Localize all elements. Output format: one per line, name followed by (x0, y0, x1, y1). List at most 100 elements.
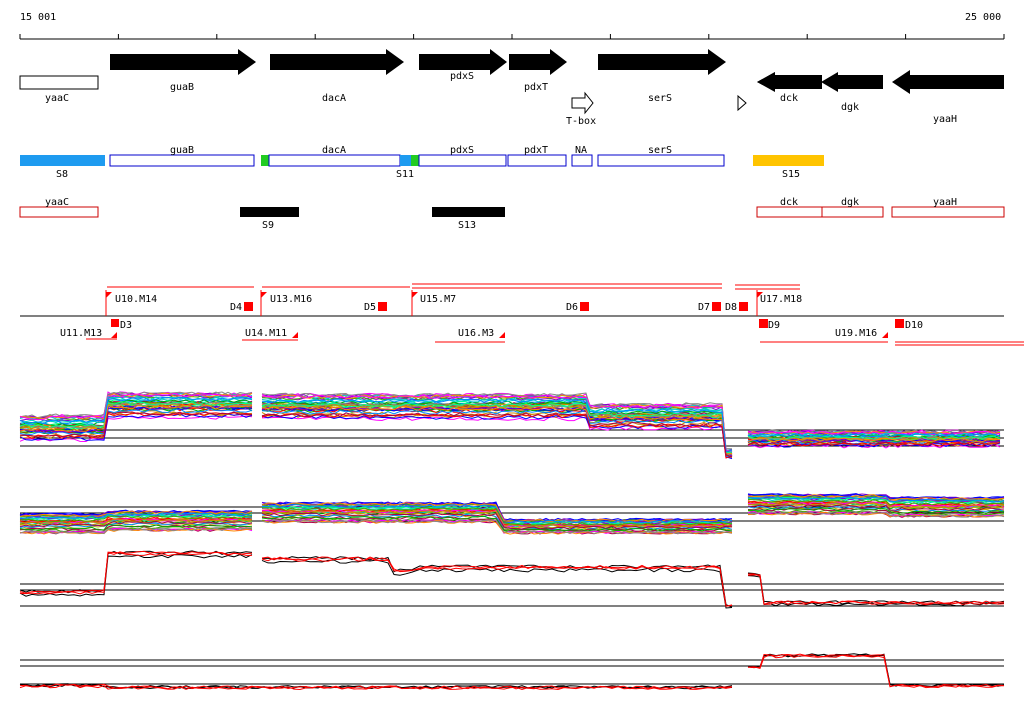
gene-pdxS[interactable] (419, 49, 507, 75)
marker-label-D8: D8 (725, 302, 737, 313)
expression-line (19, 411, 1001, 458)
transcript-label-guaB: guaB (170, 145, 194, 156)
marker-label-U13: U13.M16 (270, 294, 312, 305)
gene-dck-body[interactable] (757, 72, 822, 92)
marker-D6[interactable] (580, 302, 589, 311)
marker-flag-U16[interactable] (499, 332, 505, 338)
expression-track-3 (19, 550, 1005, 609)
tbox-icon[interactable] (571, 91, 594, 115)
transcript-track: S8 guaB dacA S11 pdxS pdxT NA serS S15 (20, 145, 824, 180)
transcript-serS[interactable] (597, 154, 725, 167)
gene-serS[interactable] (598, 49, 726, 75)
marker-label-D7: D7 (698, 302, 710, 313)
expression-line (19, 653, 1005, 690)
expression-line (19, 404, 1001, 455)
marker-label-U19: U19.M16 (835, 328, 877, 339)
transcript-dacA[interactable] (268, 154, 401, 167)
region-label-S13: S13 (458, 220, 476, 231)
region-S8[interactable] (20, 155, 105, 166)
transcript-pdxT[interactable] (507, 154, 567, 167)
marker-label-U10: U10.M14 (115, 294, 157, 305)
marker-D3[interactable] (111, 319, 119, 327)
expression-line (19, 653, 1005, 689)
marker-label-U14: U14.M11 (245, 328, 287, 339)
gene-label-guaB: guaB (170, 82, 194, 93)
redbox-label-dgk: dgk (841, 197, 859, 208)
marker-label-D5: D5 (364, 302, 376, 313)
marker-D4[interactable] (244, 302, 253, 311)
expression-track-1 (19, 391, 1004, 460)
redbox-dck[interactable] (756, 206, 823, 218)
gene-track: yaaC guaB dacA pdxS pdxT T-box serS dck … (19, 49, 1004, 127)
transcript-NA[interactable] (571, 154, 593, 167)
marker-D5[interactable] (378, 302, 387, 311)
expression-line (19, 550, 1005, 608)
gene-dgk[interactable] (821, 72, 883, 92)
marker-flag-U15[interactable] (412, 292, 418, 298)
gene-label-pdxT: pdxT (524, 82, 548, 93)
marker-label-D6: D6 (566, 302, 578, 313)
marker-D10[interactable] (895, 319, 904, 328)
expression-line (19, 412, 1001, 459)
region-S11[interactable] (400, 155, 411, 166)
gene-pdxT[interactable] (509, 49, 567, 75)
marker-flag-U14[interactable] (292, 332, 298, 338)
redbox-label-yaaC: yaaC (45, 197, 69, 208)
expression-line (19, 396, 1001, 453)
annotation-track: yaaC S9 S13 dck dgk yaaH (19, 197, 1005, 231)
gene-label-dck: dck (780, 93, 798, 104)
marker-flag-U10[interactable] (106, 292, 112, 298)
marker-D8[interactable] (739, 302, 748, 311)
gene-guaB[interactable] (110, 49, 256, 75)
region-S9[interactable] (240, 207, 299, 217)
redbox-yaaC[interactable] (19, 206, 99, 218)
redbox-label-dck: dck (780, 197, 798, 208)
coordinate-axis (19, 34, 1005, 40)
marker-label-U16: U16.M3 (458, 328, 494, 339)
expression-line (19, 654, 1005, 691)
region-label-S8: S8 (56, 169, 68, 180)
expression-track-2 (19, 493, 1005, 535)
terminator-icon (737, 94, 747, 112)
gene-label-serS: serS (648, 93, 672, 104)
marker-D7[interactable] (712, 302, 721, 311)
gene-label-pdxS: pdxS (450, 71, 474, 82)
transcript-label-pdxS: pdxS (450, 145, 474, 156)
marker-label-D9: D9 (768, 320, 780, 331)
transcript-pdxS[interactable] (418, 154, 507, 167)
marker-flag-U19[interactable] (882, 332, 888, 338)
gene-label-dacA: dacA (322, 93, 346, 104)
expression-track-4 (19, 653, 1005, 691)
marker-label-U11: U11.M13 (60, 328, 102, 339)
expression-line (19, 496, 1005, 524)
region-label-S9: S9 (262, 220, 274, 231)
marker-D9[interactable] (759, 319, 768, 328)
transcript-label-dacA: dacA (322, 145, 346, 156)
marker-track: U10.M14 U13.M16 U15.M7 U17.M18 U11.M13 U… (20, 283, 1024, 346)
expression-line (19, 551, 1005, 607)
transcript-label-serS: serS (648, 145, 672, 156)
redbox-dgk[interactable] (821, 206, 884, 218)
transcript-label-NA: NA (575, 145, 587, 156)
expression-line (19, 401, 1001, 454)
region-label-S11: S11 (396, 169, 414, 180)
marker-flag-U11[interactable] (111, 332, 117, 338)
expression-line (19, 494, 1005, 523)
expression-line (19, 392, 1001, 452)
gene-yaaH[interactable] (892, 70, 1004, 94)
gene-label-yaaH: yaaH (933, 114, 957, 125)
expression-line (19, 511, 1005, 535)
marker-flag-U13[interactable] (261, 292, 267, 298)
axis-start-label: 15 001 (20, 12, 57, 23)
gene-yaaC[interactable] (19, 75, 99, 90)
marker-flag-U17[interactable] (757, 292, 763, 298)
region-S15[interactable] (753, 155, 824, 166)
transcript-guaB[interactable] (109, 154, 255, 167)
redbox-yaaH[interactable] (891, 206, 1005, 218)
marker-label-U17: U17.M18 (760, 294, 802, 305)
tbox-label: T-box (566, 116, 596, 127)
gene-dacA[interactable] (270, 49, 404, 75)
marker-label-D4: D4 (230, 302, 242, 313)
region-S13[interactable] (432, 207, 505, 217)
